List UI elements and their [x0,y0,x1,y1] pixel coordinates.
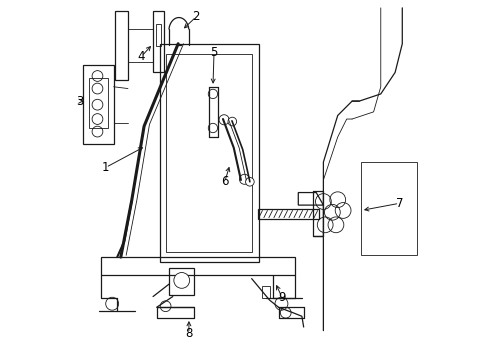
Text: 1: 1 [102,161,109,174]
Bar [155,24,161,45]
Circle shape [227,117,236,126]
Circle shape [174,273,189,288]
Circle shape [239,174,249,184]
Text: 5: 5 [210,46,217,59]
Circle shape [245,177,254,186]
Bar [88,78,108,128]
Bar [261,286,269,298]
Text: 3: 3 [77,95,84,108]
Text: 7: 7 [395,197,402,210]
Bar [258,210,319,220]
Circle shape [219,115,228,125]
Text: 6: 6 [221,175,228,188]
Text: 8: 8 [185,327,192,340]
Text: 2: 2 [192,10,200,23]
Bar [360,162,416,255]
Text: 4: 4 [138,50,145,63]
Text: 9: 9 [278,291,285,304]
